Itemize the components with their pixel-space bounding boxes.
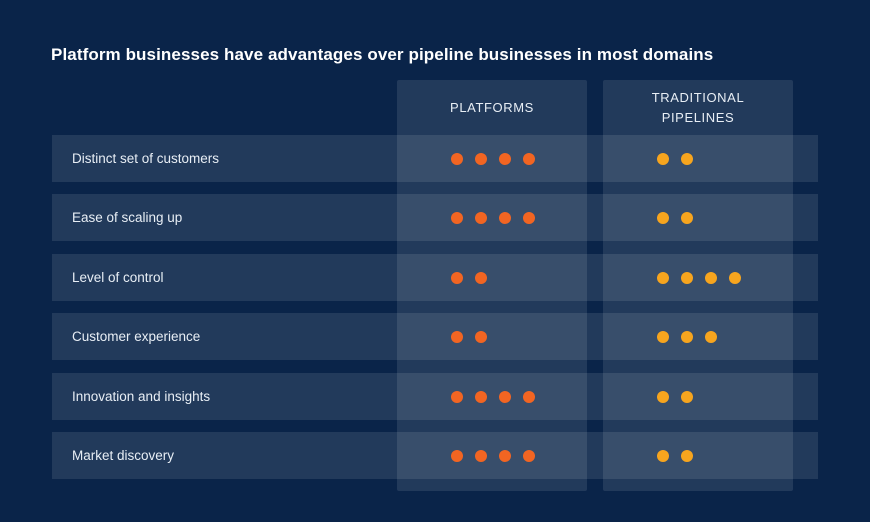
- pipelines-dot: [657, 153, 669, 165]
- chart-title: Platform businesses have advantages over…: [51, 45, 714, 64]
- pipelines-dot: [705, 272, 717, 284]
- platforms-dot: [451, 272, 463, 284]
- pipelines-rating: [657, 331, 717, 343]
- pipelines-dot: [705, 331, 717, 343]
- pipelines-rating: [657, 391, 693, 403]
- pipelines-dot: [681, 450, 693, 462]
- row-label: Market discovery: [72, 448, 175, 463]
- platforms-dot: [499, 153, 511, 165]
- platforms-dot: [499, 391, 511, 403]
- table-row: Customer experience: [52, 313, 818, 360]
- platforms-dot: [475, 212, 487, 224]
- pipelines-dot: [657, 272, 669, 284]
- platforms-dot: [475, 391, 487, 403]
- row-label: Distinct set of customers: [72, 151, 220, 166]
- pipelines-dot: [729, 272, 741, 284]
- platforms-rating: [451, 391, 535, 403]
- pipelines-dot: [681, 272, 693, 284]
- platforms-dot: [523, 391, 535, 403]
- platforms-rating: [451, 450, 535, 462]
- pipelines-dot: [657, 391, 669, 403]
- platforms-dot: [499, 450, 511, 462]
- platforms-column: PLATFORMS: [397, 80, 587, 491]
- row-label: Innovation and insights: [72, 389, 211, 404]
- row-label: Customer experience: [72, 329, 201, 344]
- platforms-rating: [451, 331, 487, 343]
- pipelines-dot: [657, 450, 669, 462]
- platforms-dot: [451, 212, 463, 224]
- table-row: Ease of scaling up: [52, 194, 818, 241]
- platforms-dot: [523, 212, 535, 224]
- table-row: Innovation and insights: [52, 373, 818, 420]
- platforms-dot: [523, 450, 535, 462]
- platforms-dot: [451, 450, 463, 462]
- pipelines-rating: [657, 153, 693, 165]
- platforms-header: PLATFORMS: [450, 99, 534, 115]
- platforms-rating: [451, 272, 487, 284]
- platforms-dot: [499, 212, 511, 224]
- table-row: Market discovery: [52, 432, 818, 479]
- pipelines-dot: [657, 331, 669, 343]
- pipelines-dot: [657, 212, 669, 224]
- pipelines-dot: [681, 391, 693, 403]
- platforms-dot: [475, 331, 487, 343]
- platforms-dot: [451, 391, 463, 403]
- platforms-rating: [451, 153, 535, 165]
- row-label: Level of control: [72, 270, 164, 285]
- row-label: Ease of scaling up: [72, 210, 183, 225]
- platforms-dot: [475, 450, 487, 462]
- pipelines-header: TRADITIONAL PIPELINES: [651, 89, 745, 125]
- platforms-dot: [475, 153, 487, 165]
- pipelines-column: TRADITIONAL PIPELINES: [603, 80, 793, 491]
- platforms-dot: [475, 272, 487, 284]
- platforms-dot: [451, 331, 463, 343]
- platforms-dot: [451, 153, 463, 165]
- table-row: Distinct set of customers: [52, 135, 818, 182]
- platforms-rating: [451, 212, 535, 224]
- pipelines-dot: [681, 331, 693, 343]
- platforms-dot: [523, 153, 535, 165]
- pipelines-rating: [657, 272, 741, 284]
- pipelines-dot: [681, 153, 693, 165]
- pipelines-rating: [657, 450, 693, 462]
- pipelines-rating: [657, 212, 693, 224]
- table-row: Level of control: [52, 254, 818, 301]
- pipelines-dot: [681, 212, 693, 224]
